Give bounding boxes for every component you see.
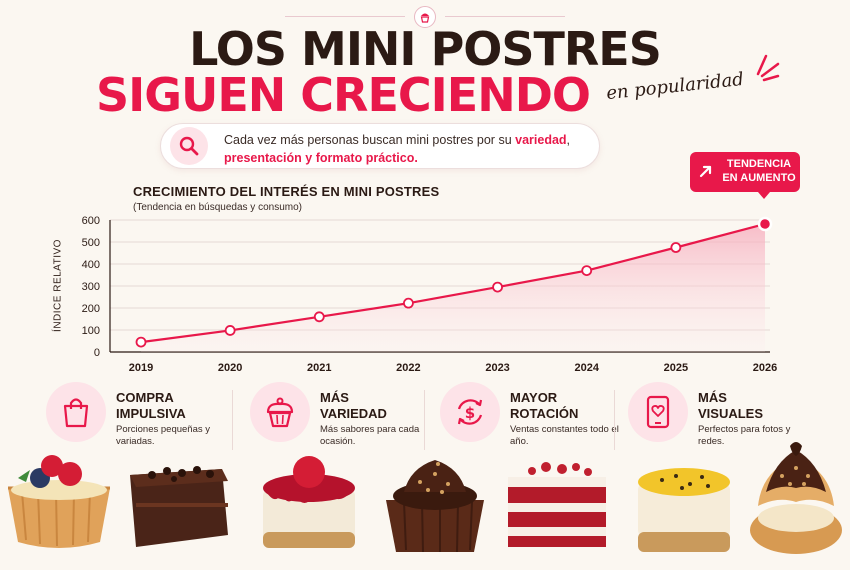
subtitle-sep: , bbox=[566, 133, 571, 147]
red-velvet-image bbox=[508, 462, 606, 547]
feature-title-line1: MÁS bbox=[320, 390, 349, 405]
feature-title: MAYOR ROTACIÓN bbox=[510, 390, 630, 422]
trend-badge: TENDENCIA EN AUMENTO bbox=[690, 152, 800, 192]
feature-title: MÁS VARIEDAD bbox=[320, 390, 440, 422]
subtitle-pill bbox=[160, 123, 600, 169]
y-tick-label: 500 bbox=[82, 237, 100, 249]
feature-visual: MÁS VISUALES Perfectos para fotos y rede… bbox=[628, 378, 818, 458]
subtitle-plain: Cada vez más personas buscan mini postre… bbox=[224, 133, 516, 147]
cupcake-icon bbox=[250, 382, 310, 442]
subtitle-end: . bbox=[414, 151, 418, 165]
passion-fruit-cheesecake-image bbox=[638, 468, 730, 552]
feature-divider bbox=[424, 390, 425, 450]
brownie-image bbox=[130, 466, 228, 547]
subtitle-highlight-1: variedad bbox=[515, 133, 567, 147]
trend-badge-line2: EN AUMENTO bbox=[722, 172, 796, 184]
feature-title-line2: IMPULSIVA bbox=[116, 406, 186, 421]
feature-title: COMPRA IMPULSIVA bbox=[116, 390, 236, 422]
data-point bbox=[224, 325, 236, 336]
series-line bbox=[140, 222, 766, 344]
sparkle-icon bbox=[756, 54, 780, 82]
data-point bbox=[135, 336, 147, 348]
x-tick-label: 2025 bbox=[664, 362, 688, 374]
feature-desc: Ventas constantes todo el año. bbox=[510, 424, 619, 447]
chart-svg: 0 100 200 300 400 500 600 2019 2020 2021 2022 2023… bbox=[82, 215, 778, 374]
x-tick-label: 2022 bbox=[396, 362, 420, 374]
page-title-line1: LOS MINI POSTRES bbox=[189, 22, 662, 76]
data-point bbox=[581, 265, 593, 277]
data-point bbox=[757, 216, 773, 232]
feature-title-line2: ROTACIÓN bbox=[510, 406, 579, 421]
page-title-line2: SIGUEN CRECIENDO bbox=[96, 68, 591, 122]
phone-heart-icon bbox=[628, 382, 688, 442]
search-icon bbox=[170, 127, 208, 165]
header-deco-line-left bbox=[285, 16, 405, 17]
chocolate-cup-image bbox=[386, 460, 484, 553]
trend-badge-text: TENDENCIA EN AUMENTO bbox=[722, 157, 796, 185]
chart-title: CRECIMIENTO DEL INTERÉS EN MINI POSTRES bbox=[133, 184, 440, 199]
x-tick-label: 2024 bbox=[574, 362, 599, 374]
header-deco-line-right bbox=[445, 16, 565, 17]
x-tick-label: 2020 bbox=[218, 362, 242, 374]
feature-variety: MÁS VARIEDAD Más sabores para cada ocasi… bbox=[250, 378, 440, 458]
x-tick-label: 2019 bbox=[129, 362, 153, 374]
dollar-cycle-icon: $ bbox=[440, 382, 500, 442]
feature-divider bbox=[232, 390, 233, 450]
x-tick-label: 2023 bbox=[485, 362, 509, 374]
svg-text:$: $ bbox=[465, 404, 475, 422]
y-tick-label: 400 bbox=[82, 259, 100, 271]
feature-divider bbox=[614, 390, 615, 450]
x-tick-label: 2021 bbox=[307, 362, 331, 374]
y-tick-label: 100 bbox=[82, 325, 100, 337]
series-area bbox=[141, 223, 765, 352]
feature-desc: Más sabores para cada ocasión. bbox=[320, 424, 420, 447]
feature-title: MÁS VISUALES bbox=[698, 390, 818, 422]
chart-subtitle: (Tendencia en búsquedas y consumo) bbox=[133, 202, 302, 213]
trend-badge-line1: TENDENCIA bbox=[726, 158, 792, 170]
feature-impulse: COMPRA IMPULSIVA Porciones pequeñas y va… bbox=[46, 378, 236, 458]
cheesecake-image bbox=[263, 456, 355, 548]
feature-title-line1: MÁS bbox=[698, 390, 727, 405]
data-point bbox=[670, 242, 682, 253]
feature-desc: Perfectos para fotos y redes. bbox=[698, 424, 791, 447]
feature-title-line2: VARIEDAD bbox=[320, 406, 387, 421]
y-tick-label: 300 bbox=[82, 281, 100, 293]
cupcake-icon bbox=[414, 6, 436, 28]
feature-rotation: $ MAYOR ROTACIÓN Ventas constantes todo … bbox=[440, 378, 630, 458]
shopping-bag-icon bbox=[46, 382, 106, 442]
y-tick-label: 0 bbox=[94, 347, 100, 359]
feature-desc: Porciones pequeñas y variadas. bbox=[116, 424, 211, 447]
data-point bbox=[403, 297, 414, 309]
data-point bbox=[313, 311, 325, 323]
feature-title-line2: VISUALES bbox=[698, 406, 764, 421]
cream-puff-image bbox=[750, 442, 842, 554]
y-tick-label: 600 bbox=[82, 215, 100, 227]
feature-title-line1: MAYOR bbox=[510, 390, 558, 405]
y-tick-label: 200 bbox=[82, 303, 100, 315]
subtitle-text: Cada vez más personas buscan mini postre… bbox=[224, 131, 594, 167]
fruit-tart-image bbox=[8, 455, 110, 548]
arrow-up-right-icon bbox=[699, 165, 712, 178]
trend-badge-tail bbox=[758, 192, 770, 199]
subtitle-highlight-2: presentación y formato práctico bbox=[224, 151, 415, 165]
feature-title-line1: COMPRA bbox=[116, 390, 174, 405]
x-tick-label: 2026 bbox=[753, 362, 777, 374]
data-point bbox=[492, 281, 503, 293]
